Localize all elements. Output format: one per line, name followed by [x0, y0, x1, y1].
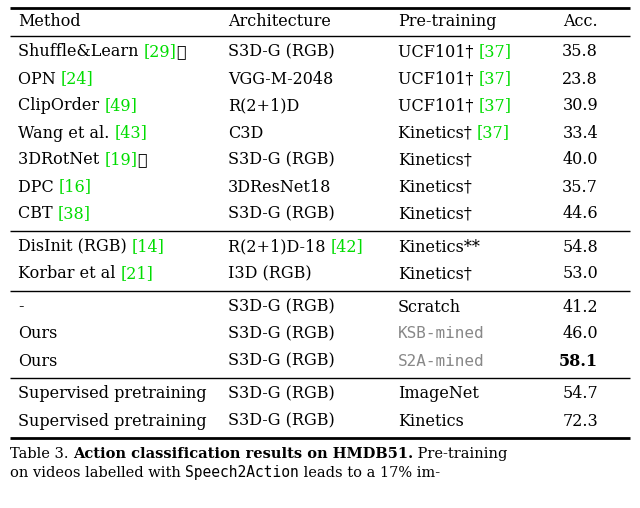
Text: [42]: [42] [331, 238, 364, 256]
Text: [29]: [29] [143, 44, 177, 60]
Text: 58.1: 58.1 [559, 353, 598, 369]
Text: Kinetics†: Kinetics† [398, 206, 472, 223]
Text: Acc.: Acc. [563, 14, 598, 30]
Text: Scratch: Scratch [398, 299, 461, 315]
Text: 53.0: 53.0 [563, 266, 598, 282]
Text: Kinetics†: Kinetics† [398, 151, 472, 169]
Text: C3D: C3D [228, 124, 263, 142]
Text: [38]: [38] [58, 206, 91, 223]
Text: ClipOrder: ClipOrder [18, 98, 104, 114]
Text: UCF101†: UCF101† [398, 71, 479, 87]
Text: on videos labelled with: on videos labelled with [10, 466, 186, 480]
Text: [37]: [37] [479, 98, 511, 114]
Text: [14]: [14] [132, 238, 164, 256]
Text: Korbar et al: Korbar et al [18, 266, 120, 282]
Text: Kinetics†: Kinetics† [398, 124, 477, 142]
Text: ★: ★ [138, 151, 147, 169]
Text: 3DRotNet: 3DRotNet [18, 151, 104, 169]
Text: Kinetics†: Kinetics† [398, 178, 472, 196]
Text: UCF101†: UCF101† [398, 44, 479, 60]
Text: ImageNet: ImageNet [398, 386, 479, 402]
Text: 30.9: 30.9 [563, 98, 598, 114]
Text: I3D (RGB): I3D (RGB) [228, 266, 312, 282]
Text: 54.8: 54.8 [563, 238, 598, 256]
Text: Supervised pretraining: Supervised pretraining [18, 412, 207, 429]
Text: Ours: Ours [18, 353, 58, 369]
Text: S3D-G (RGB): S3D-G (RGB) [228, 412, 335, 429]
Text: S3D-G (RGB): S3D-G (RGB) [228, 386, 335, 402]
Text: S3D-G (RGB): S3D-G (RGB) [228, 326, 335, 342]
Text: Table 3.: Table 3. [10, 447, 73, 461]
Text: 54.7: 54.7 [563, 386, 598, 402]
Text: S3D-G (RGB): S3D-G (RGB) [228, 299, 335, 315]
Text: 72.3: 72.3 [563, 412, 598, 429]
Text: 44.6: 44.6 [563, 206, 598, 223]
Text: Speech2Action: Speech2Action [186, 465, 300, 480]
Text: Architecture: Architecture [228, 14, 331, 30]
Text: [16]: [16] [59, 178, 92, 196]
Text: ★: ★ [177, 44, 186, 60]
Text: S3D-G (RGB): S3D-G (RGB) [228, 44, 335, 60]
Text: R(2+1)D-18: R(2+1)D-18 [228, 238, 331, 256]
Text: 41.2: 41.2 [563, 299, 598, 315]
Text: Kinetics†: Kinetics† [398, 266, 472, 282]
Text: Action classification results on HMDB51.: Action classification results on HMDB51. [73, 447, 413, 461]
Text: 35.8: 35.8 [562, 44, 598, 60]
Text: [21]: [21] [120, 266, 154, 282]
Text: [37]: [37] [479, 71, 511, 87]
Text: [37]: [37] [477, 124, 510, 142]
Text: 33.4: 33.4 [563, 124, 598, 142]
Text: 23.8: 23.8 [563, 71, 598, 87]
Text: Pre-training: Pre-training [398, 14, 497, 30]
Text: KSB-mined: KSB-mined [398, 327, 484, 341]
Text: [43]: [43] [115, 124, 147, 142]
Text: 40.0: 40.0 [563, 151, 598, 169]
Text: Wang et al.: Wang et al. [18, 124, 115, 142]
Text: -: - [18, 299, 24, 315]
Text: Shuffle&Learn: Shuffle&Learn [18, 44, 143, 60]
Text: DPC: DPC [18, 178, 59, 196]
Text: OPN: OPN [18, 71, 61, 87]
Text: Kinetics**: Kinetics** [398, 238, 480, 256]
Text: S2A-mined: S2A-mined [398, 354, 484, 368]
Text: UCF101†: UCF101† [398, 98, 479, 114]
Text: DisInit (RGB): DisInit (RGB) [18, 238, 132, 256]
Text: 46.0: 46.0 [563, 326, 598, 342]
Text: Method: Method [18, 14, 81, 30]
Text: [37]: [37] [479, 44, 511, 60]
Text: VGG-M-2048: VGG-M-2048 [228, 71, 333, 87]
Text: Kinetics: Kinetics [398, 412, 464, 429]
Text: S3D-G (RGB): S3D-G (RGB) [228, 151, 335, 169]
Text: Ours: Ours [18, 326, 58, 342]
Text: 35.7: 35.7 [562, 178, 598, 196]
Text: Pre-training: Pre-training [413, 447, 508, 461]
Text: CBT: CBT [18, 206, 58, 223]
Text: S3D-G (RGB): S3D-G (RGB) [228, 206, 335, 223]
Text: R(2+1)D: R(2+1)D [228, 98, 300, 114]
Text: S3D-G (RGB): S3D-G (RGB) [228, 353, 335, 369]
Text: [19]: [19] [104, 151, 138, 169]
Text: [49]: [49] [104, 98, 137, 114]
Text: 3DResNet18: 3DResNet18 [228, 178, 332, 196]
Text: [24]: [24] [61, 71, 93, 87]
Text: leads to a 17% im-: leads to a 17% im- [300, 466, 440, 480]
Text: Supervised pretraining: Supervised pretraining [18, 386, 207, 402]
